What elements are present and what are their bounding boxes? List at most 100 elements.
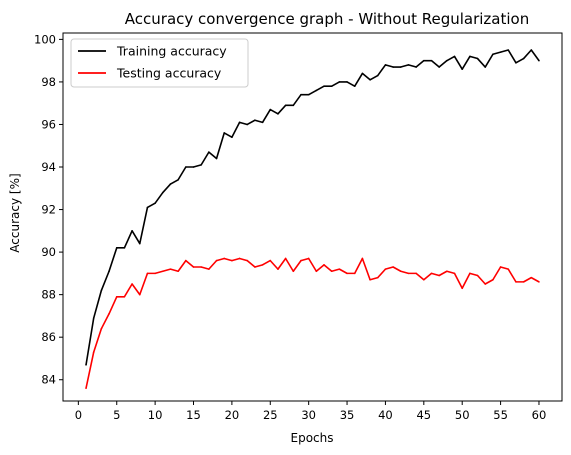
data-point: [346, 272, 348, 275]
y-tick-label: 100: [34, 32, 56, 46]
data-point: [246, 123, 249, 126]
y-tick-label: 88: [41, 288, 56, 302]
data-point: [123, 247, 126, 249]
data-point: [415, 66, 417, 68]
y-tick-label: 84: [41, 373, 56, 387]
data-point: [200, 164, 202, 166]
legend-box: [70, 38, 249, 88]
data-point: [538, 59, 540, 62]
data-point: [115, 295, 118, 298]
data-point: [92, 317, 95, 319]
data-point: [100, 327, 103, 330]
data-point: [484, 283, 487, 285]
data-point: [92, 351, 95, 353]
data-point: [315, 89, 318, 92]
data-point: [399, 270, 402, 273]
data-point: [146, 206, 149, 209]
data-point: [492, 53, 494, 56]
data-point: [169, 183, 172, 185]
data-point: [108, 312, 110, 315]
data-point: [177, 270, 179, 273]
y-tick-label: 86: [41, 330, 56, 344]
data-point: [476, 57, 479, 60]
data-point: [154, 202, 156, 204]
data-point: [154, 272, 156, 275]
data-point: [284, 104, 287, 107]
data-point: [185, 259, 187, 262]
data-point: [277, 268, 279, 270]
series-line-training: [85, 49, 540, 365]
data-point: [384, 268, 387, 270]
data-point: [192, 266, 195, 268]
x-tick-label: 30: [301, 408, 316, 422]
data-point: [100, 289, 103, 292]
data-point: [369, 78, 371, 81]
data-point: [438, 274, 440, 277]
data-point: [515, 61, 517, 64]
data-point: [461, 287, 464, 290]
data-point: [307, 93, 310, 96]
data-point: [300, 259, 302, 262]
data-point: [261, 121, 264, 124]
data-point: [538, 281, 540, 283]
data-point: [138, 242, 141, 245]
data-point: [238, 257, 241, 260]
data-point: [146, 272, 149, 275]
data-point: [162, 191, 164, 194]
data-point: [215, 157, 218, 160]
data-point: [208, 268, 210, 270]
data-point: [376, 74, 379, 77]
data-point: [330, 85, 333, 87]
y-tick-label: 98: [41, 75, 56, 89]
data-point: [338, 81, 341, 83]
data-point: [231, 259, 233, 262]
data-point: [353, 272, 356, 275]
data-point: [376, 276, 379, 279]
x-axis-label: Epochs: [291, 431, 334, 445]
axis-ticks: 0 5 10 15 20 25 30 35 40 45 50 55 60 84 86 88 90 92 94 96 98…: [34, 32, 546, 422]
data-point: [384, 64, 387, 66]
data-point: [430, 59, 433, 62]
data-point: [277, 113, 279, 115]
series-lines: [85, 49, 540, 389]
data-point: [346, 81, 348, 83]
data-point: [115, 247, 118, 249]
x-tick-label: 40: [378, 408, 393, 422]
data-point: [85, 387, 87, 390]
data-point: [300, 93, 302, 96]
data-point: [169, 268, 172, 270]
data-point: [162, 270, 164, 273]
data-point: [423, 59, 425, 62]
y-tick-label: 90: [41, 245, 56, 259]
data-point: [530, 276, 533, 279]
data-point: [407, 64, 410, 66]
x-tick-label: 25: [263, 408, 278, 422]
data-point: [185, 166, 187, 168]
data-point: [131, 230, 133, 232]
data-point: [307, 257, 310, 260]
data-point: [323, 264, 325, 266]
data-point: [515, 281, 517, 283]
data-point: [108, 270, 110, 273]
x-tick-label: 10: [148, 408, 163, 422]
data-point: [138, 293, 141, 296]
data-point: [261, 264, 264, 266]
data-point: [461, 68, 464, 70]
data-point: [446, 270, 448, 273]
legend-label: Training accuracy: [116, 44, 227, 59]
data-point: [254, 266, 256, 268]
data-point: [399, 66, 402, 68]
data-point: [284, 257, 287, 260]
x-tick-label: 15: [186, 408, 201, 422]
data-point: [530, 49, 533, 51]
data-point: [522, 281, 525, 283]
data-point: [361, 72, 364, 75]
series-points: [85, 49, 540, 390]
data-point: [215, 259, 218, 262]
data-point: [223, 132, 226, 134]
x-tick-label: 20: [225, 408, 240, 422]
data-point: [131, 283, 133, 285]
data-point: [369, 278, 371, 281]
data-point: [507, 49, 510, 51]
